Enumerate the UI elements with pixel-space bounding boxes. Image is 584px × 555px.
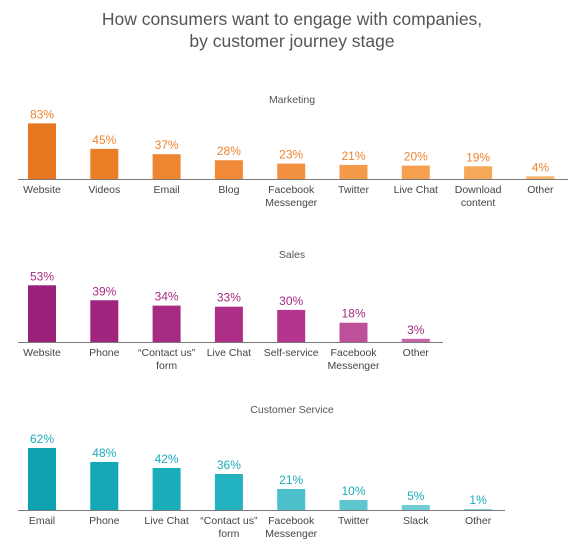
marketing-category-label: Email bbox=[153, 184, 179, 196]
chart-title-line-2: by customer journey stage bbox=[189, 31, 395, 51]
marketing-value-label: 28% bbox=[217, 144, 241, 158]
marketing-value-label: 45% bbox=[92, 133, 116, 147]
customer-service-value-label: 21% bbox=[279, 473, 303, 487]
sales-bar bbox=[214, 306, 243, 342]
sales-value-label: 34% bbox=[155, 290, 179, 304]
customer-service-value-label: 48% bbox=[92, 446, 116, 460]
sales-bar bbox=[152, 305, 181, 342]
sales-category-label: Facebook Messenger bbox=[328, 347, 380, 372]
marketing-value-label: 21% bbox=[341, 149, 365, 163]
marketing-chart-title: Marketing bbox=[269, 94, 315, 106]
marketing-bar bbox=[401, 165, 430, 179]
marketing-bar bbox=[214, 160, 243, 179]
marketing-bar bbox=[277, 163, 306, 179]
customer-service-category-label: Slack bbox=[403, 515, 429, 527]
customer-service-category-label: Twitter bbox=[338, 515, 369, 527]
marketing-bar bbox=[28, 123, 56, 179]
chart-title-line-1: How consumers want to engage with compan… bbox=[101, 9, 483, 29]
marketing-value-label: 20% bbox=[404, 150, 428, 164]
marketing-category-label: Facebook Messenger bbox=[265, 184, 317, 209]
customer-service-value-label: 42% bbox=[155, 452, 179, 466]
sales-bar bbox=[277, 309, 306, 342]
marketing-value-label: 23% bbox=[279, 148, 303, 162]
customer-service-bar bbox=[401, 505, 430, 510]
sales-category-label: Live Chat bbox=[207, 347, 251, 359]
customer-service-bar bbox=[152, 468, 181, 510]
sales-bar bbox=[339, 322, 368, 342]
customer-service-value-label: 36% bbox=[217, 458, 241, 472]
marketing-category-label: Videos bbox=[88, 184, 120, 196]
customer-service-value-label: 5% bbox=[407, 489, 425, 503]
sales-value-label: 3% bbox=[407, 323, 425, 337]
marketing-category-label: Live Chat bbox=[394, 184, 438, 196]
marketing-value-label: 83% bbox=[30, 107, 54, 121]
marketing-bar bbox=[152, 154, 181, 179]
sales-category-label: Phone bbox=[89, 347, 120, 359]
sales-category-label: Website bbox=[23, 347, 61, 359]
customer-service-bar bbox=[464, 509, 493, 510]
sales-category-label: Self-service bbox=[264, 347, 319, 359]
sales-value-label: 18% bbox=[341, 307, 365, 321]
sales-category-label: Other bbox=[403, 347, 430, 359]
sales-bar bbox=[401, 338, 430, 342]
customer-service-category-label: Facebook Messenger bbox=[265, 515, 317, 540]
customer-service-bar bbox=[90, 462, 119, 510]
marketing-bar bbox=[90, 148, 119, 179]
marketing-category-label: Website bbox=[23, 184, 61, 196]
chart-title: How consumers want to engage with compan… bbox=[0, 8, 584, 52]
marketing-bar bbox=[526, 176, 555, 179]
sales-chart-title: Sales bbox=[279, 249, 305, 261]
marketing-value-label: 4% bbox=[532, 160, 550, 174]
customer-service-value-label: 62% bbox=[30, 432, 54, 446]
marketing-category-label: Other bbox=[527, 184, 554, 196]
customer-service-category-label: Live Chat bbox=[144, 515, 188, 527]
customer-service-bar bbox=[214, 474, 243, 510]
customer-service-bar bbox=[339, 500, 368, 510]
marketing-bar bbox=[339, 164, 368, 179]
customer-service-category-label: Other bbox=[465, 515, 492, 527]
marketing-value-label: 19% bbox=[466, 150, 490, 164]
marketing-value-label: 37% bbox=[155, 138, 179, 152]
sales-bar bbox=[90, 300, 119, 342]
marketing-category-label: Twitter bbox=[338, 184, 369, 196]
customer-service-bar bbox=[28, 448, 56, 510]
sales-value-label: 30% bbox=[279, 294, 303, 308]
customer-service-category-label: “Contact us” form bbox=[200, 515, 258, 540]
marketing-category-label: Blog bbox=[218, 184, 239, 196]
marketing-bar bbox=[464, 166, 493, 179]
customer-service-category-label: Phone bbox=[89, 515, 120, 527]
sales-category-label: “Contact us” form bbox=[138, 347, 196, 372]
sales-value-label: 53% bbox=[30, 269, 54, 283]
customer-service-category-label: Email bbox=[29, 515, 55, 527]
sales-value-label: 39% bbox=[92, 284, 116, 298]
customer-service-value-label: 10% bbox=[341, 484, 365, 498]
customer-service-bar bbox=[277, 489, 306, 510]
sales-bar bbox=[28, 285, 56, 342]
marketing-category-label: Download content bbox=[455, 184, 502, 209]
customer-service-value-label: 1% bbox=[469, 493, 487, 507]
sales-value-label: 33% bbox=[217, 291, 241, 305]
customer-service-chart-title: Customer Service bbox=[250, 404, 334, 416]
